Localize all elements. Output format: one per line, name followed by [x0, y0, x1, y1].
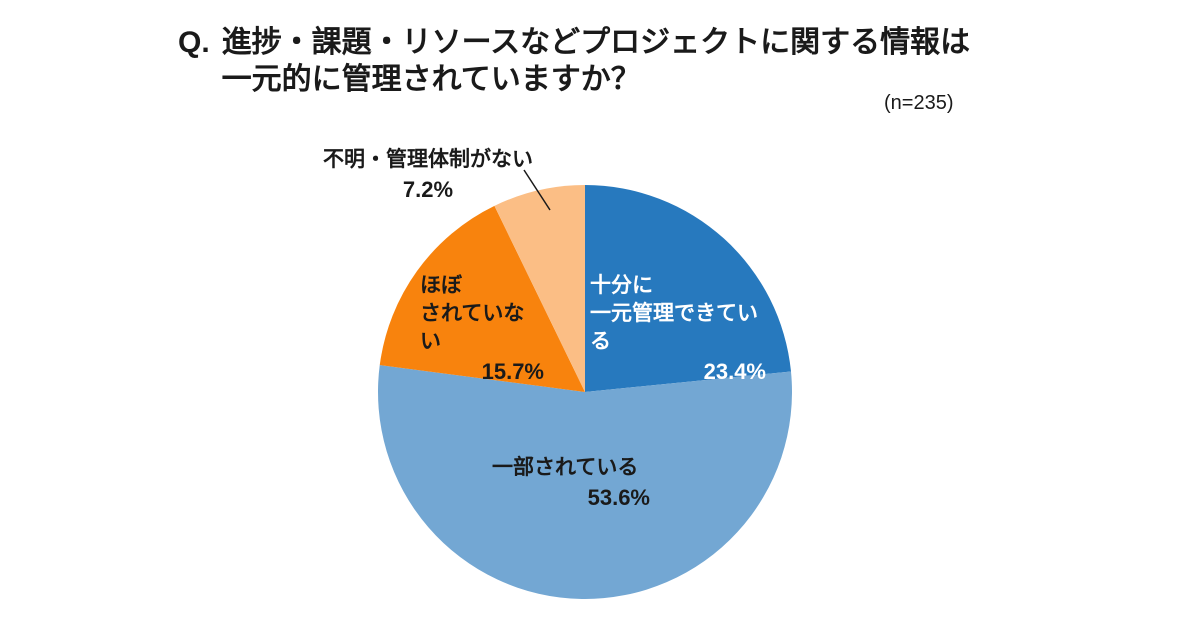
label-rarely-pct: 15.7% [481, 359, 544, 384]
label-fully-line-2: 一元管理できている [590, 302, 758, 353]
title-line-1: 進捗・課題・リソースなどプロジェクトに関する情報は [221, 26, 971, 59]
label-partial-pct: 53.6% [587, 485, 650, 510]
sample-size-note: (n=235) [884, 92, 954, 114]
label-rarely-line-1: ほぼ [420, 274, 462, 297]
pie-slice-1 [585, 185, 791, 392]
title-q-prefix: Q. [178, 26, 210, 59]
leader-line [523, 169, 551, 211]
pie-chart [378, 185, 792, 599]
label-fully-line-1: 十分に [590, 274, 653, 297]
label-unknown-no-system: 不明・管理体制がない 7.2% [322, 146, 534, 204]
chart-title: Q. 進捗・課題・リソースなどプロジェクトに関する情報は 一元的に管理されていま… [178, 24, 970, 98]
label-unknown-pct: 7.2% [402, 177, 454, 202]
leader-line-unknown [523, 169, 551, 211]
label-rarely-line-2: されていない [420, 302, 525, 353]
title-line-2: 一元的に管理されていますか？ [221, 63, 641, 96]
label-fully-pct: 23.4% [703, 359, 766, 384]
pie-slice-4 [494, 185, 585, 392]
label-unknown-line-1: 不明・管理体制がない [323, 148, 533, 171]
pie-slice-2 [378, 365, 792, 599]
label-partially-managed: 一部されている 53.6% [492, 454, 650, 512]
title-text: 進捗・課題・リソースなどプロジェクトに関する情報は 一元的に管理されていますか？ [222, 24, 971, 98]
label-fully-managed: 十分に 一元管理できている 23.4% [590, 272, 766, 386]
label-rarely-managed: ほぼ されていない 15.7% [420, 272, 544, 386]
pie-slice-3 [379, 205, 585, 392]
label-partial-line-1: 一部されている [492, 456, 639, 479]
